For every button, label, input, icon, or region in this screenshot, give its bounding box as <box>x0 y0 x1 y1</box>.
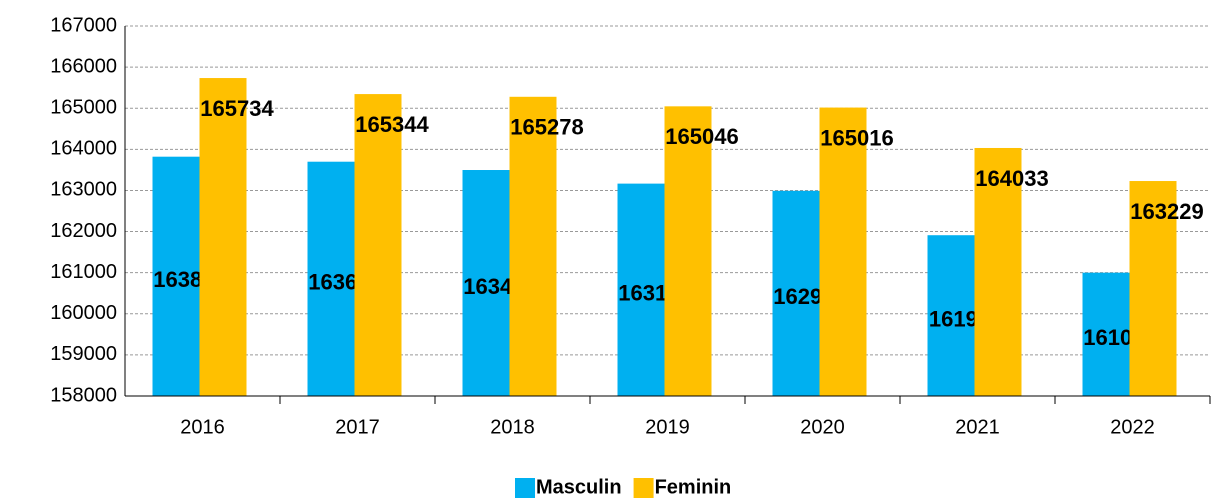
data-label: 165046 <box>665 124 738 149</box>
y-tick-label: 161000 <box>50 261 117 283</box>
bar <box>152 156 200 396</box>
bar <box>617 183 665 396</box>
y-tick-label: 164000 <box>50 138 117 160</box>
x-tick-label: 2018 <box>490 416 535 438</box>
data-label: 163229 <box>1130 199 1203 224</box>
legend-swatch <box>633 478 654 498</box>
bar <box>974 147 1022 396</box>
bar <box>462 170 510 396</box>
x-tick-label: 2020 <box>800 416 845 438</box>
y-tick-label: 162000 <box>50 220 117 242</box>
data-label: 165734 <box>200 96 274 121</box>
y-tick-label: 163000 <box>50 179 117 201</box>
bar <box>664 106 712 396</box>
bar <box>1129 181 1177 396</box>
data-label: 165344 <box>355 112 429 137</box>
x-tick-label: 2021 <box>955 416 1000 438</box>
data-label: 165016 <box>820 125 893 150</box>
y-tick-label: 159000 <box>50 343 117 365</box>
legend-label: Masculin <box>536 476 622 498</box>
y-tick-label: 166000 <box>50 55 117 77</box>
y-tick-label: 165000 <box>50 97 117 119</box>
bar <box>354 94 402 396</box>
bar <box>772 190 820 396</box>
data-label: 164033 <box>975 166 1048 191</box>
x-tick-label: 2016 <box>180 416 225 438</box>
y-tick-label: 160000 <box>50 302 117 324</box>
bar <box>307 161 355 396</box>
data-label: 165278 <box>510 115 583 140</box>
x-tick-label: 2022 <box>1110 416 1155 438</box>
bar <box>199 78 247 397</box>
bar <box>509 96 557 396</box>
legend-label: Feminin <box>655 476 732 498</box>
bar <box>819 107 867 396</box>
y-tick-label: 158000 <box>50 384 117 406</box>
legend-swatch <box>515 478 535 498</box>
x-tick-label: 2019 <box>645 416 690 438</box>
bar <box>1082 272 1130 396</box>
y-tick-label: 167000 <box>50 14 117 36</box>
bar <box>927 235 975 396</box>
x-tick-label: 2017 <box>335 416 380 438</box>
